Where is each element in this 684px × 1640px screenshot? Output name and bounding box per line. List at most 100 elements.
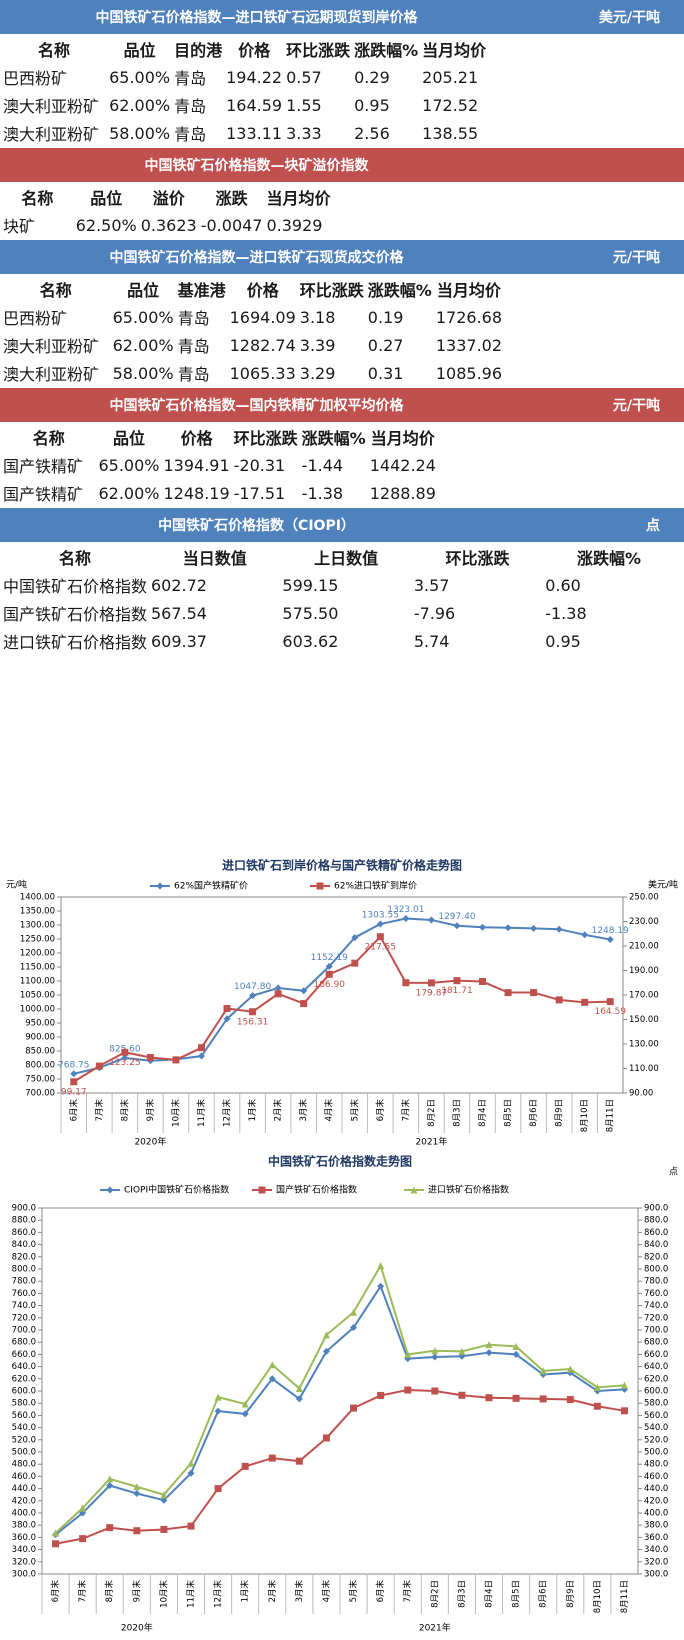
series-line xyxy=(54,1263,625,1534)
table-cell: 巴西粉矿 xyxy=(3,309,68,328)
y-tick-label: 480.0 xyxy=(12,1460,36,1470)
data-point xyxy=(241,1400,249,1408)
y-axis-label: 元/吨 xyxy=(6,879,27,891)
table-cell: 1085.96 xyxy=(435,363,503,383)
table-cell: -20.31 xyxy=(233,455,286,475)
table-cell: 58.00% xyxy=(109,123,171,143)
table-cell: 575.50 xyxy=(282,603,339,623)
table-body: 巴西粉矿 65.00% 青岛 1694.09 3.18 0.19 1726.68 澳大利亚粉矿… xyxy=(2,304,503,386)
data-point xyxy=(325,970,333,978)
data-point xyxy=(70,1070,78,1078)
table-cell: 澳大利亚粉矿 xyxy=(3,125,100,144)
data-point xyxy=(512,1350,520,1358)
data-point xyxy=(485,1341,493,1349)
table-cell: 0.57 xyxy=(286,67,322,87)
price-table: 中国铁矿石价格指数—块矿溢价指数 名称 品位 溢价 涨跌 当月均价 块矿 62.50% 0.36… xyxy=(0,148,684,240)
table-cell: 58.00% xyxy=(112,363,174,383)
data-label: 179.87 xyxy=(416,988,448,998)
table-cell: 1337.02 xyxy=(435,335,503,355)
series-line xyxy=(73,935,611,1083)
data-point xyxy=(274,984,282,992)
x-tick-label: 8月11日 xyxy=(606,1099,616,1132)
y2-tick-label: 700.0 xyxy=(644,1326,668,1336)
header-row: 名称 品位 价格 环比涨跌 涨跌幅% 当月均价 xyxy=(2,424,437,450)
data-point xyxy=(458,1347,466,1355)
x-tick-label: 2月末 xyxy=(267,1580,278,1603)
table-title: 中国铁矿石价格指数—进口铁矿石现货成交价格 xyxy=(109,250,404,266)
table-cell: 1282.74 xyxy=(229,335,296,355)
data-point xyxy=(377,1391,385,1399)
table-cell: 65.00% xyxy=(109,67,171,87)
y2-axis-label: 美元/吨 xyxy=(648,879,678,891)
table-cell: 青岛 xyxy=(177,309,210,328)
data-point xyxy=(106,1475,114,1483)
table-cell: 1065.33 xyxy=(229,363,296,383)
y2-tick-label: 90.00 xyxy=(629,1089,653,1099)
data-point xyxy=(295,1385,303,1393)
y-tick-label: 840.0 xyxy=(12,1240,36,1250)
y-tick-label: 600.0 xyxy=(12,1387,36,1397)
y2-tick-label: 190.00 xyxy=(629,966,659,976)
data-point xyxy=(187,1459,195,1467)
legend-marker xyxy=(316,882,324,890)
series-line xyxy=(73,917,611,1075)
table-title: 中国铁矿石价格指数（CIOPI） xyxy=(158,518,355,534)
x-tick-label: 12月末 xyxy=(222,1099,233,1127)
table-cell: -1.44 xyxy=(301,455,344,475)
data-point xyxy=(530,989,538,997)
y2-tick-label: 880.0 xyxy=(644,1216,668,1226)
y-tick-label: 1300.00 xyxy=(20,921,55,931)
data-point xyxy=(325,962,333,970)
x-tick-label: 1月末 xyxy=(247,1099,258,1122)
y2-tick-label: 580.0 xyxy=(644,1399,668,1409)
y2-tick-label: 760.0 xyxy=(644,1289,668,1299)
data-point xyxy=(350,1308,358,1316)
column-header: 涨跌幅% xyxy=(576,549,641,568)
table-cell: 1694.09 xyxy=(229,307,296,327)
table-cell: 62.00% xyxy=(112,335,174,355)
legend-marker xyxy=(106,1186,114,1194)
data-label: 768.75 xyxy=(58,1060,90,1070)
data-point xyxy=(404,1386,412,1394)
y-tick-label: 720.0 xyxy=(12,1313,36,1323)
table-cell: 599.15 xyxy=(282,575,339,595)
series-line xyxy=(54,1284,625,1536)
y2-tick-label: 660.0 xyxy=(644,1350,668,1360)
table-cell: 609.37 xyxy=(151,631,207,651)
table-body: 中国铁矿石价格指数 602.72 599.15 3.57 0.60 国产铁矿石价格指数 56… xyxy=(2,572,674,654)
data-point xyxy=(539,1395,547,1403)
data-point xyxy=(146,1053,154,1061)
data-point xyxy=(198,1052,205,1060)
column-header: 上日数值 xyxy=(314,549,379,568)
table-head: 名称 品位 价格 环比涨跌 涨跌幅% 当月均价 xyxy=(2,424,437,450)
data-point xyxy=(453,977,461,985)
data-point xyxy=(187,1469,195,1477)
data-point xyxy=(249,1008,257,1016)
x-tick-label: 12月末 xyxy=(213,1580,224,1608)
y-tick-label: 520.0 xyxy=(12,1435,36,1445)
column-header: 涨跌 xyxy=(215,189,248,208)
data-point xyxy=(377,1282,385,1290)
price-table: 中国铁矿石价格指数—进口铁矿石远期现货到岸价格 美元/干吨 名称 品位 目的港 价格 环比涨… xyxy=(0,0,684,148)
table-cell: 0.3623 xyxy=(140,215,197,235)
data-point xyxy=(431,1387,439,1395)
table-cell: 3.57 xyxy=(413,575,450,595)
y2-tick-label: 250.00 xyxy=(629,893,659,903)
data-label: 156.31 xyxy=(237,1017,269,1027)
y2-tick-label: 560.0 xyxy=(644,1411,668,1421)
data-point xyxy=(512,1394,520,1402)
x-tick-label: 10月末 xyxy=(158,1580,169,1608)
data-point xyxy=(241,1462,249,1470)
chart-title: 中国铁矿石价格指数走势图 xyxy=(268,1154,412,1169)
year-label: 2020年 xyxy=(134,1136,166,1148)
table-cell: 3.18 xyxy=(299,307,336,327)
table-row: 国产铁精矿 65.00% 1394.91 -20.31 -1.44 1442.24 xyxy=(2,452,437,478)
table-title: 中国铁矿石价格指数—进口铁矿石远期现货到岸价格 xyxy=(95,10,418,26)
table-cell: 205.21 xyxy=(422,67,479,87)
header-row: 名称 品位 基准港 价格 环比涨跌 涨跌幅% 当月均价 xyxy=(2,276,503,302)
column-header: 环比涨跌 xyxy=(299,281,364,300)
table-cell: 62.50% xyxy=(75,215,137,235)
y-tick-label: 1100.00 xyxy=(20,977,55,987)
x-tick-label: 8月9日 xyxy=(566,1580,576,1608)
year-label: 2021年 xyxy=(415,1136,447,1148)
